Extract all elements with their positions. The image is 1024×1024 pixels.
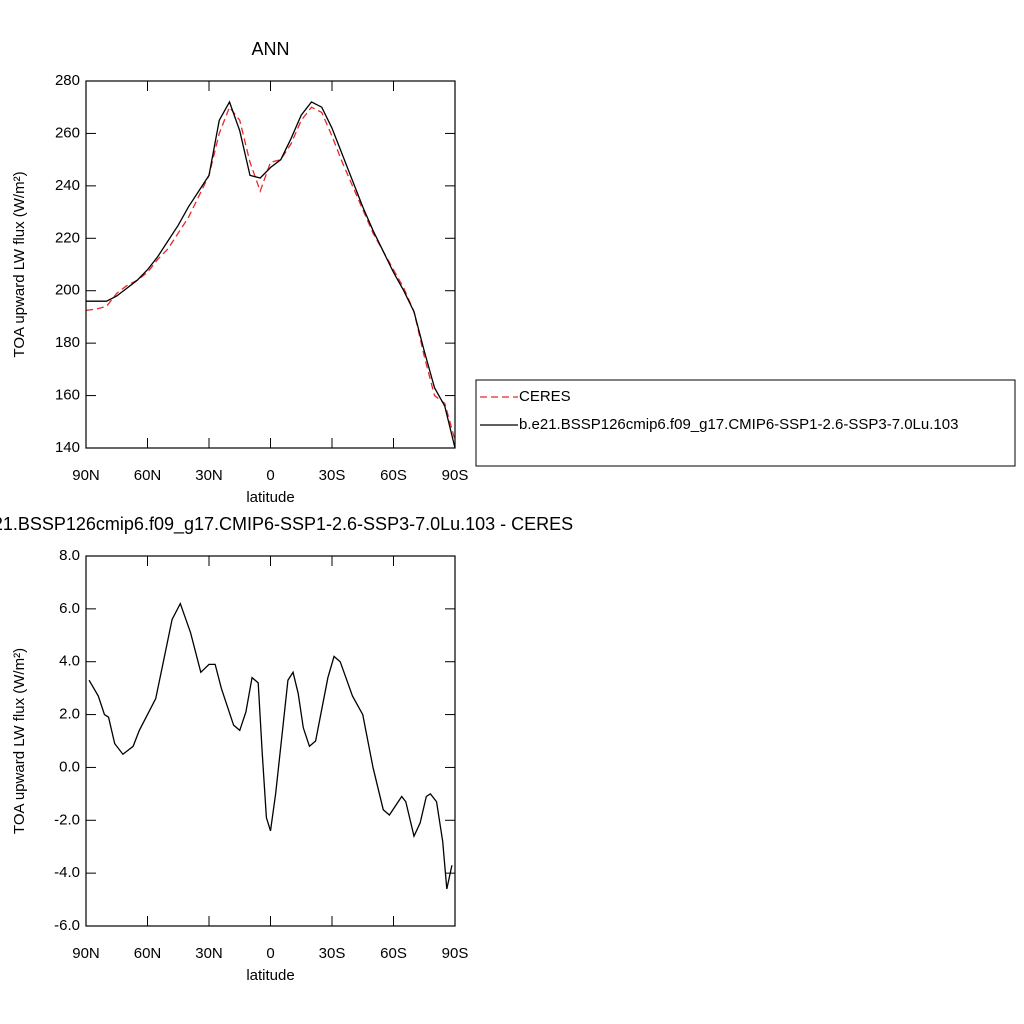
y-tick-label: 140 <box>55 439 80 456</box>
y-tick-label: 2.0 <box>59 706 80 723</box>
x-tick-label: 90S <box>442 467 469 484</box>
y-tick-label: 6.0 <box>59 600 80 617</box>
y-tick-label: 220 <box>55 229 80 246</box>
x-axis-label: latitude <box>246 967 294 984</box>
x-tick-label: 30N <box>195 945 223 962</box>
y-axis-label: TOA upward LW flux (W/m²) <box>11 171 28 357</box>
y-tick-label: 240 <box>55 177 80 194</box>
y-axis-label: TOA upward LW flux (W/m²) <box>11 648 28 834</box>
data-line <box>86 100 456 449</box>
x-tick-label: 0 <box>266 945 274 962</box>
x-tick-label: 30S <box>319 945 346 962</box>
x-tick-label: 60N <box>134 945 162 962</box>
legend-box <box>475 379 1016 467</box>
x-tick-label: 30N <box>195 467 223 484</box>
x-tick-label: 60S <box>380 945 407 962</box>
legend-label: CERES <box>519 388 571 405</box>
y-tick-label: -4.0 <box>54 864 80 881</box>
plot-frame <box>85 80 456 449</box>
y-tick-label: 0.0 <box>59 758 80 775</box>
y-tick-label: 4.0 <box>59 653 80 670</box>
chart-title: b.e21.BSSP126cmip6.f09_g17.CMIP6-SSP1-2.… <box>0 514 573 535</box>
data-line <box>88 601 453 890</box>
y-tick-label: 260 <box>55 124 80 141</box>
x-tick-label: 60S <box>380 467 407 484</box>
x-axis-label: latitude <box>246 489 294 506</box>
y-tick-label: 180 <box>55 334 80 351</box>
y-tick-label: -6.0 <box>54 917 80 934</box>
x-tick-label: 60N <box>134 467 162 484</box>
data-line <box>85 105 456 441</box>
x-tick-label: 90N <box>72 945 100 962</box>
plot-frame <box>85 555 456 927</box>
x-tick-label: 0 <box>266 467 274 484</box>
x-tick-label: 30S <box>319 467 346 484</box>
chart-title: ANN <box>251 39 289 59</box>
legend-label: b.e21.BSSP126cmip6.f09_g17.CMIP6-SSP1-2.… <box>519 416 958 433</box>
x-tick-label: 90S <box>442 945 469 962</box>
y-tick-label: 280 <box>55 72 80 89</box>
y-tick-label: 8.0 <box>59 547 80 564</box>
x-tick-label: 90N <box>72 467 100 484</box>
y-tick-label: 160 <box>55 387 80 404</box>
y-tick-label: -2.0 <box>54 811 80 828</box>
y-tick-label: 200 <box>55 282 80 299</box>
